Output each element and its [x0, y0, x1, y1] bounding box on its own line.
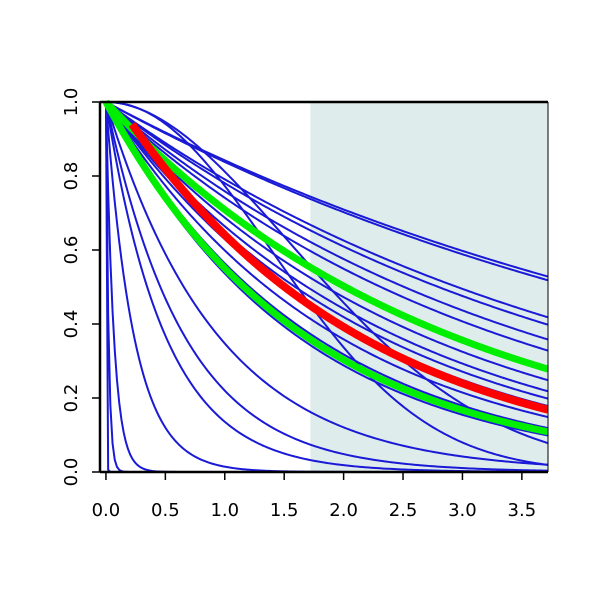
blue-curve-15: [105, 101, 548, 352]
axes-layer: 0.0 0.5 1.0 1.5 2.0 2.5 3.0 3.5 0.0 0.2 0.4 0.6 0.8 1…: [61, 88, 549, 521]
blue-curve-4: [104, 101, 548, 472]
blue-curve-16: [105, 101, 548, 341]
x-tick-label: 2.5: [389, 500, 418, 521]
x-tick-label: 3.5: [508, 500, 537, 521]
blue-curve-9: [105, 101, 548, 419]
blue-curve-17: [105, 101, 548, 326]
blue-curve-6: [104, 101, 548, 466]
blue-curve-13: [105, 101, 548, 382]
x-tick-label: 2.0: [329, 500, 358, 521]
curves-group: [102, 100, 548, 473]
blue-curve-18: [105, 101, 548, 319]
green-curve-23: [103, 100, 548, 373]
x-tick-label: 3.0: [448, 500, 477, 521]
blue-curve-22: [105, 101, 548, 466]
x-tick-label: 1.0: [210, 500, 239, 521]
plot-area: [102, 100, 548, 473]
x-tick-label: 1.5: [270, 500, 299, 521]
x-tick-label: 0.5: [151, 500, 180, 521]
y-tick-label: 0.2: [61, 384, 82, 413]
y-tick-label: 0.8: [61, 162, 82, 191]
blue-curve-20: [105, 101, 548, 278]
red-curve-25: [128, 121, 548, 414]
y-tick-label: 0.0: [61, 458, 82, 487]
x-tick-label: 0.0: [92, 500, 121, 521]
y-tick-label: 0.6: [61, 236, 82, 265]
y-tick-label: 1.0: [61, 88, 82, 117]
green-curve-24: [102, 100, 548, 436]
y-tick-label: 0.4: [61, 310, 82, 339]
